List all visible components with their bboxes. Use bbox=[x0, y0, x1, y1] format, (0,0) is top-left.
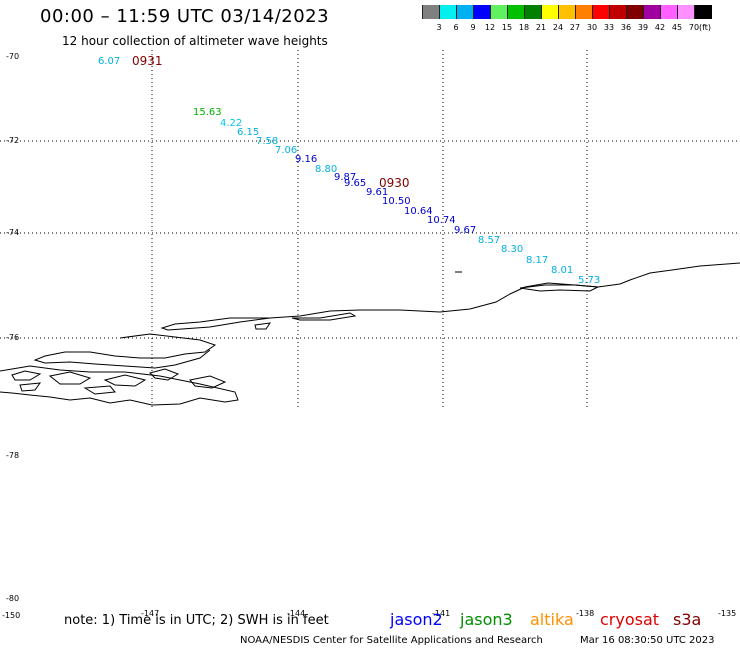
colorbar-label: 6 bbox=[453, 23, 459, 32]
footer-note: note: 1) Time is in UTC; 2) SWH is in fe… bbox=[64, 613, 329, 628]
lon-label: -150 bbox=[2, 611, 21, 620]
colorbar-swatch bbox=[558, 5, 576, 19]
colorbar-label: 36 bbox=[620, 23, 632, 32]
colorbar-swatch bbox=[456, 5, 474, 19]
satellite-altika: altika bbox=[530, 610, 574, 629]
colorbar-swatch bbox=[439, 5, 457, 19]
lon-label: -144 bbox=[287, 609, 306, 618]
island-3 bbox=[103, 374, 147, 387]
colorbar-swatch bbox=[541, 5, 559, 19]
colorbar-swatch bbox=[694, 5, 712, 19]
lon-label: -138 bbox=[576, 609, 595, 618]
colorbar-label: 15 bbox=[501, 23, 513, 32]
colorbar-label: 70 bbox=[688, 23, 700, 32]
colorbar-label: 30 bbox=[586, 23, 598, 32]
colorbar-swatch bbox=[490, 5, 508, 19]
wave-height-label: 7.06 bbox=[275, 145, 297, 156]
south-coast bbox=[0, 365, 239, 406]
wave-height-label: 9.61 bbox=[366, 187, 388, 198]
colorbar-swatch bbox=[473, 5, 491, 19]
ice-shelf-coast bbox=[160, 262, 740, 331]
wave-height-label: 6.15 bbox=[237, 127, 259, 138]
colorbar-label: 39 bbox=[637, 23, 649, 32]
colorbar-unit: (ft) bbox=[698, 23, 712, 32]
colorbar-swatch bbox=[524, 5, 542, 19]
colorbar-swatch bbox=[643, 5, 661, 19]
island-8 bbox=[254, 322, 272, 330]
lon-label: -141 bbox=[432, 609, 451, 618]
wave-height-label: 10.64 bbox=[404, 206, 433, 217]
colorbar-swatch bbox=[422, 5, 440, 19]
colorbar-label: 33 bbox=[603, 23, 615, 32]
colorbar-label: 45 bbox=[671, 23, 683, 32]
coastline bbox=[0, 262, 740, 406]
island-1 bbox=[11, 370, 42, 381]
wave-height-label: 7.58 bbox=[256, 136, 278, 147]
satellite-jason3: jason3 bbox=[460, 610, 513, 629]
wave-height-label: 8.30 bbox=[501, 244, 523, 255]
island-7 bbox=[83, 385, 116, 395]
coast-inner bbox=[519, 284, 600, 292]
colorbar-swatch bbox=[626, 5, 644, 19]
island-2 bbox=[48, 371, 92, 385]
satellite-s3a: s3a bbox=[673, 610, 702, 629]
colorbar-swatch bbox=[677, 5, 695, 19]
wave-height-label: 9.65 bbox=[344, 178, 366, 189]
generated-timestamp: Mar 16 08:30:50 UTC 2023 bbox=[580, 635, 715, 646]
colorbar-label: 24 bbox=[552, 23, 564, 32]
lon-label: -135 bbox=[718, 609, 737, 618]
wave-height-label: 8.80 bbox=[315, 164, 337, 175]
peninsula bbox=[33, 333, 217, 369]
colorbar-label: 3 bbox=[436, 23, 442, 32]
wave-height-label: 8.57 bbox=[478, 235, 500, 246]
colorbar-swatch bbox=[592, 5, 610, 19]
graticule bbox=[0, 50, 740, 408]
wave-height-label: 6.07 bbox=[98, 56, 120, 67]
colorbar-swatch bbox=[609, 5, 627, 19]
colorbar-label: 21 bbox=[535, 23, 547, 32]
wave-height-label: 9.16 bbox=[295, 154, 317, 165]
satellite-jason2: jason2 bbox=[390, 610, 443, 629]
colorbar-label: 42 bbox=[654, 23, 666, 32]
island-4 bbox=[149, 368, 180, 381]
map-title: 00:00 – 11:59 UTC 03/14/2023 bbox=[40, 6, 330, 27]
lat-label: -76 bbox=[6, 333, 20, 342]
satellite-cryosat: cryosat bbox=[600, 610, 660, 629]
wave-height-label: 5.73 bbox=[578, 275, 600, 286]
pass-time-label: 0930 bbox=[379, 176, 410, 190]
coast-segment bbox=[291, 312, 357, 321]
island-6 bbox=[19, 382, 42, 392]
lat-label: -70 bbox=[6, 52, 20, 61]
island-5 bbox=[189, 375, 227, 389]
colorbar-label: 9 bbox=[470, 23, 476, 32]
wave-height-label: 4.22 bbox=[220, 118, 242, 129]
colorbar-label: 18 bbox=[518, 23, 530, 32]
map-subtitle: 12 hour collection of altimeter wave hei… bbox=[62, 34, 328, 48]
altimeter-track: 6.0715.634.226.157.587.069.168.809.879.6… bbox=[98, 54, 600, 286]
wave-height-label: 8.17 bbox=[526, 255, 548, 266]
wave-height-label: 10.50 bbox=[382, 196, 411, 207]
wave-height-label: 9.67 bbox=[454, 225, 476, 236]
lat-label: -80 bbox=[6, 594, 20, 603]
lat-label: -74 bbox=[6, 228, 20, 237]
wave-height-label: 10.74 bbox=[427, 215, 456, 226]
wave-height-label: 15.63 bbox=[193, 107, 222, 118]
colorbar-swatch bbox=[575, 5, 593, 19]
lat-label: -72 bbox=[6, 136, 20, 145]
lon-label: -147 bbox=[141, 609, 160, 618]
wave-height-label: 8.01 bbox=[551, 265, 573, 276]
lat-label: -78 bbox=[6, 451, 20, 460]
pass-time-label: 0931 bbox=[132, 54, 163, 68]
colorbar-label: 12 bbox=[484, 23, 496, 32]
wave-height-label: 9.87 bbox=[334, 172, 356, 183]
colorbar-swatch bbox=[507, 5, 525, 19]
colorbar-swatch bbox=[660, 5, 678, 19]
credit-line: NOAA/NESDIS Center for Satellite Applica… bbox=[240, 635, 543, 646]
colorbar-label: 27 bbox=[569, 23, 581, 32]
